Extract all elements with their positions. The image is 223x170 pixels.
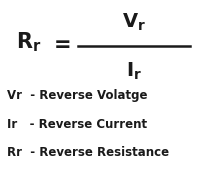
Text: $\mathbf{V_r}$: $\mathbf{V_r}$ (122, 11, 146, 33)
Text: Ir   - Reverse Current: Ir - Reverse Current (7, 118, 147, 131)
Text: $\mathbf{R_r}$: $\mathbf{R_r}$ (16, 31, 42, 54)
Text: Rr  - Reverse Resistance: Rr - Reverse Resistance (7, 147, 169, 159)
Text: Vr  - Reverse Volatge: Vr - Reverse Volatge (7, 89, 147, 102)
Text: $\mathbf{I_r}$: $\mathbf{I_r}$ (126, 61, 142, 82)
Text: $\mathbf{=}$: $\mathbf{=}$ (50, 32, 71, 53)
